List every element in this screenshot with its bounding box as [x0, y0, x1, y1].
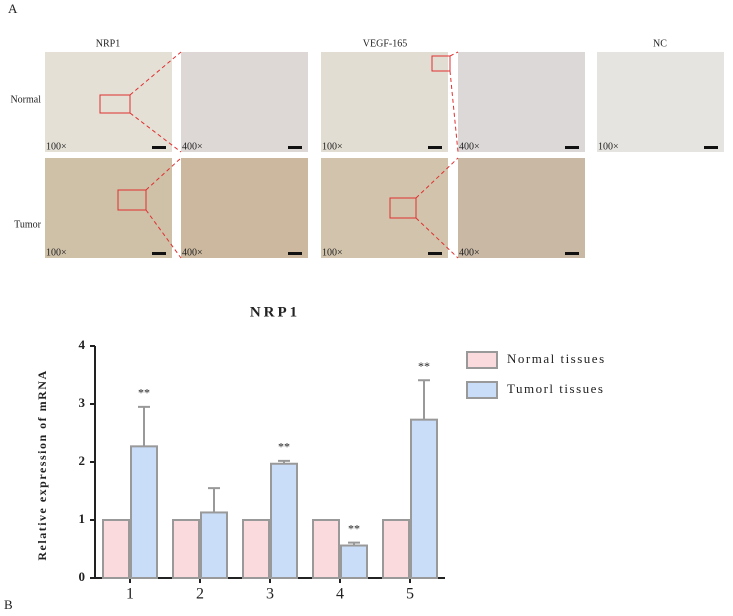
panel-label: B — [4, 597, 13, 612]
significance-label: ** — [348, 521, 360, 535]
legend-swatch — [466, 381, 498, 399]
legend-swatch — [466, 351, 498, 369]
bar — [410, 418, 438, 579]
zoom-box — [117, 189, 147, 211]
zoom-line — [415, 217, 459, 259]
panel-label: A — [8, 1, 18, 16]
bar — [340, 544, 368, 580]
bar — [242, 519, 270, 579]
y-tick-label: 0 — [79, 569, 86, 584]
zoom-line — [145, 209, 182, 259]
magnification-label: 100× — [598, 141, 619, 152]
magnification-label: 100× — [322, 141, 343, 152]
magnification-label: 400× — [459, 247, 480, 258]
scale-bar — [428, 146, 442, 149]
y-tick-label: 2 — [79, 453, 86, 468]
error-bar — [418, 379, 430, 420]
scale-bar — [704, 146, 718, 149]
error-bar — [208, 487, 220, 513]
zoom-box — [389, 197, 417, 219]
legend-label: Tumorl tissues — [507, 381, 604, 396]
zoom-box — [99, 94, 131, 114]
magnification-label: 100× — [46, 247, 67, 258]
column-label: NC — [653, 38, 667, 49]
scale-bar — [152, 146, 166, 149]
x-tick-label: 2 — [196, 586, 204, 603]
bar — [130, 445, 158, 579]
magnification-label: 400× — [459, 141, 480, 152]
bar — [382, 519, 410, 579]
magnification-label: 400× — [182, 247, 203, 258]
scale-bar — [565, 146, 579, 149]
zoom-box — [431, 55, 451, 72]
scale-bar — [428, 252, 442, 255]
significance-label: ** — [138, 386, 150, 400]
column-label: NRP1 — [96, 38, 120, 49]
micrograph — [597, 52, 724, 152]
scale-bar — [288, 252, 302, 255]
zoom-line — [145, 157, 182, 191]
error-bar — [138, 405, 150, 447]
micrograph — [458, 158, 585, 258]
significance-label: ** — [418, 359, 430, 373]
scale-bar — [565, 252, 579, 255]
zoom-line — [449, 51, 459, 57]
micrograph — [45, 158, 172, 258]
column-label: VEGF-165 — [363, 38, 407, 49]
chart-title: NRP1 — [250, 304, 300, 320]
scale-bar — [152, 252, 166, 255]
zoom-line — [129, 112, 182, 153]
scale-bar — [288, 146, 302, 149]
bar — [270, 462, 298, 579]
row-label: Tumor — [14, 219, 42, 230]
zoom-line — [449, 70, 459, 153]
bar — [172, 519, 200, 579]
x-tick-label: 4 — [336, 586, 344, 603]
zoom-line — [415, 157, 459, 199]
y-axis-label: Relative expression of mRNA — [35, 369, 49, 560]
x-tick-label: 3 — [266, 586, 274, 603]
y-tick-label: 4 — [79, 337, 86, 352]
x-tick-label: 1 — [126, 586, 134, 603]
legend-label: Normal tissues — [507, 351, 606, 366]
magnification-label: 100× — [322, 247, 343, 258]
x-tick-label: 5 — [406, 586, 414, 603]
micrograph — [181, 52, 308, 152]
micrograph — [181, 158, 308, 258]
bar — [102, 519, 130, 579]
y-tick-label: 1 — [79, 511, 86, 526]
y-tick-label: 3 — [79, 395, 86, 410]
micrograph — [321, 158, 448, 258]
micrograph — [45, 52, 172, 152]
micrograph — [321, 52, 448, 152]
magnification-label: 100× — [46, 141, 67, 152]
bar — [200, 511, 228, 580]
bar — [312, 519, 340, 579]
magnification-label: 400× — [182, 141, 203, 152]
significance-label: ** — [278, 440, 290, 454]
row-label: Normal — [10, 94, 41, 105]
micrograph — [458, 52, 585, 152]
